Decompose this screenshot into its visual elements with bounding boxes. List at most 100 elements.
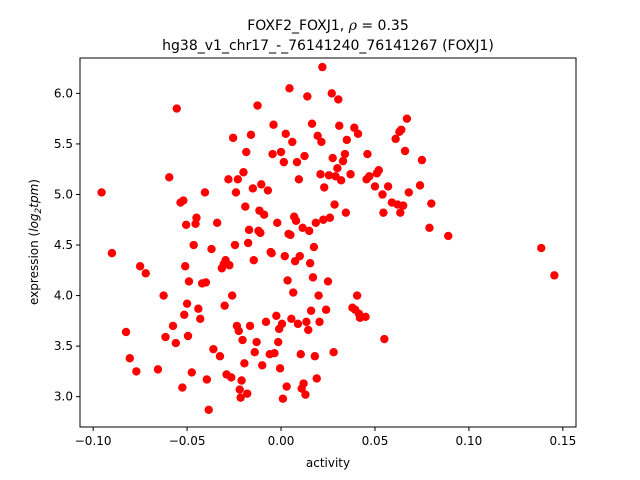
- data-point: [227, 291, 237, 300]
- y-tick-label: 5.0: [54, 187, 73, 201]
- data-point: [253, 101, 262, 110]
- y-tick-label: 3.5: [54, 339, 73, 353]
- data-point: [121, 327, 131, 337]
- data-point: [417, 155, 427, 165]
- data-point: [292, 157, 302, 167]
- data-point: [304, 325, 313, 335]
- data-point: [204, 405, 213, 415]
- data-point: [294, 175, 304, 184]
- data-point: [252, 337, 261, 347]
- data-point: [350, 123, 359, 132]
- data-point: [370, 182, 380, 191]
- data-point: [306, 306, 316, 315]
- data-point: [309, 242, 319, 252]
- data-point: [241, 202, 250, 211]
- data-point: [318, 62, 327, 72]
- x-tick-label: 0.15: [549, 434, 576, 448]
- data-point: [315, 317, 324, 327]
- data-point: [273, 218, 282, 227]
- data-point: [295, 251, 305, 261]
- data-point: [320, 183, 329, 192]
- x-tick-label: 0.10: [456, 434, 483, 448]
- plot-area: [79, 57, 577, 428]
- data-point: [404, 188, 413, 197]
- data-point: [301, 390, 310, 399]
- x-tick-label: 0.05: [362, 434, 389, 448]
- data-point: [182, 299, 192, 308]
- data-point: [316, 170, 325, 179]
- data-point: [323, 277, 333, 286]
- data-point: [184, 277, 194, 286]
- y-tick-label: 3.0: [54, 390, 73, 404]
- data-point: [159, 291, 168, 300]
- data-point: [256, 228, 265, 238]
- y-axis-label: expression (log2tpm): [27, 179, 44, 305]
- data-point: [300, 151, 309, 161]
- x-tick-label: −0.10: [75, 434, 112, 448]
- data-point: [233, 175, 243, 184]
- data-point: [275, 364, 285, 373]
- ylabel-suffix: ): [27, 179, 41, 184]
- data-point: [361, 312, 370, 322]
- data-point: [303, 92, 312, 101]
- data-point: [257, 180, 266, 189]
- data-point: [397, 125, 406, 134]
- data-point: [181, 262, 190, 271]
- data-point: [298, 223, 307, 233]
- data-point: [165, 173, 174, 182]
- data-point: [171, 338, 181, 348]
- data-point: [261, 317, 271, 327]
- data-point: [340, 149, 350, 159]
- data-point: [246, 130, 256, 140]
- data-point: [383, 182, 393, 191]
- data-point: [278, 394, 288, 403]
- data-point: [194, 304, 203, 313]
- data-point: [289, 288, 298, 297]
- data-point: [200, 188, 210, 197]
- data-point: [239, 168, 248, 177]
- ylabel-sub: 2: [34, 207, 44, 213]
- data-point: [209, 344, 218, 354]
- data-point: [196, 314, 205, 324]
- data-point: [228, 133, 238, 143]
- data-point: [279, 157, 289, 167]
- data-point: [168, 321, 178, 331]
- data-point: [425, 223, 434, 233]
- data-point: [236, 393, 245, 402]
- data-point: [281, 129, 290, 139]
- y-tick-label: 4.5: [54, 238, 73, 252]
- data-point: [352, 291, 362, 300]
- data-point: [537, 243, 546, 253]
- data-point: [305, 226, 314, 236]
- data-points: [97, 62, 559, 415]
- data-point: [312, 374, 321, 383]
- data-point: [374, 166, 383, 175]
- data-point: [276, 147, 286, 157]
- data-point: [238, 335, 247, 345]
- ylabel-tpm: tpm: [27, 184, 41, 208]
- data-point: [179, 196, 188, 205]
- data-point: [249, 255, 258, 265]
- data-point: [363, 149, 372, 159]
- data-point: [178, 383, 187, 392]
- data-point: [240, 359, 249, 368]
- data-point: [444, 231, 453, 241]
- data-point: [180, 310, 189, 319]
- data-point: [161, 332, 170, 342]
- data-point: [234, 326, 243, 336]
- x-tick-label: −0.05: [169, 434, 206, 448]
- data-point: [235, 385, 244, 394]
- title-suffix: = 0.35: [357, 18, 409, 34]
- data-point: [202, 375, 212, 384]
- data-point: [341, 208, 351, 217]
- data-point: [308, 273, 318, 282]
- data-point: [325, 213, 335, 222]
- data-point: [237, 376, 246, 385]
- data-point: [342, 135, 351, 145]
- data-point: [402, 114, 412, 123]
- data-point: [333, 163, 342, 173]
- data-point: [307, 119, 317, 128]
- data-point: [302, 317, 311, 327]
- data-point: [321, 305, 331, 314]
